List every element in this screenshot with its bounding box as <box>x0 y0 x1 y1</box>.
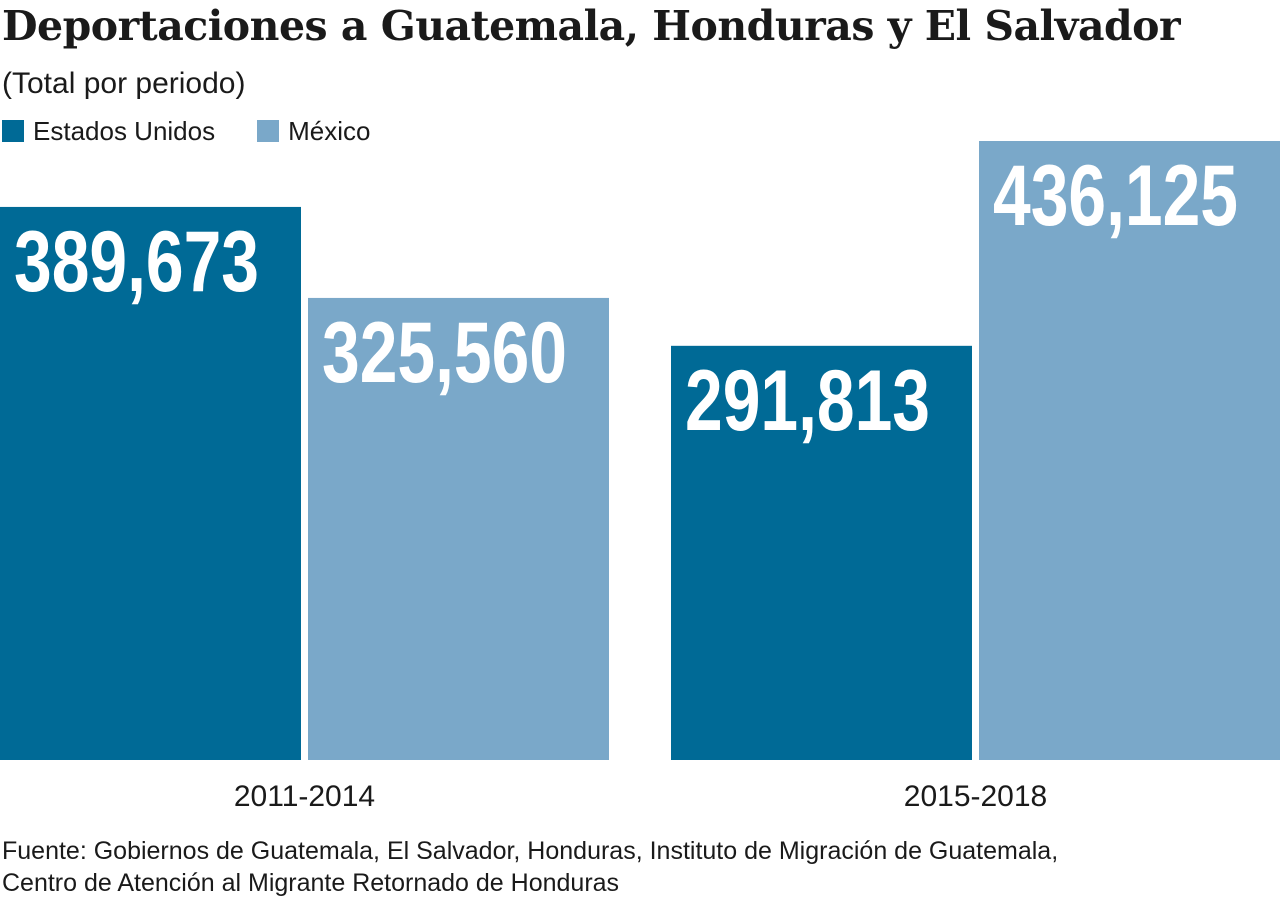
category-label-2011-2014: 2011-2014 <box>234 780 375 813</box>
source-line-1: Fuente: Gobiernos de Guatemala, El Salva… <box>2 837 1059 865</box>
source-note: Fuente: Gobiernos de Guatemala, El Salva… <box>2 835 1058 899</box>
data-label-estados-unidos-2011-2014: 389,673 <box>14 214 259 310</box>
legend-swatch-estados-unidos <box>2 120 24 142</box>
source-line-2: Centro de Atención al Migrante Retornado… <box>2 869 620 897</box>
legend-label-mexico: México <box>288 115 371 146</box>
data-label-mexico-2015-2018: 436,125 <box>993 148 1238 244</box>
bar-estados-unidos-2015-2018 <box>671 345 972 760</box>
legend-label-estados-unidos: Estados Unidos <box>33 115 216 146</box>
data-label-estados-unidos-2015-2018: 291,813 <box>685 353 930 449</box>
chart-subtitle: (Total por periodo) <box>2 67 246 100</box>
bar-mexico-2015-2018 <box>979 141 1280 760</box>
legend: Estados Unidos México <box>2 113 412 149</box>
legend-swatch-mexico <box>257 120 280 142</box>
bar-mexico-2011-2014 <box>308 297 609 760</box>
bar-estados-unidos-2011-2014 <box>0 206 301 760</box>
legend-item-estados-unidos: Estados Unidos <box>2 116 215 147</box>
chart-title: Deportaciones a Guatemala, Honduras y El… <box>2 2 1181 50</box>
category-label-2015-2018: 2015-2018 <box>904 780 1047 813</box>
legend-item-mexico: México <box>257 116 370 147</box>
data-label-mexico-2011-2014: 325,560 <box>322 305 567 401</box>
